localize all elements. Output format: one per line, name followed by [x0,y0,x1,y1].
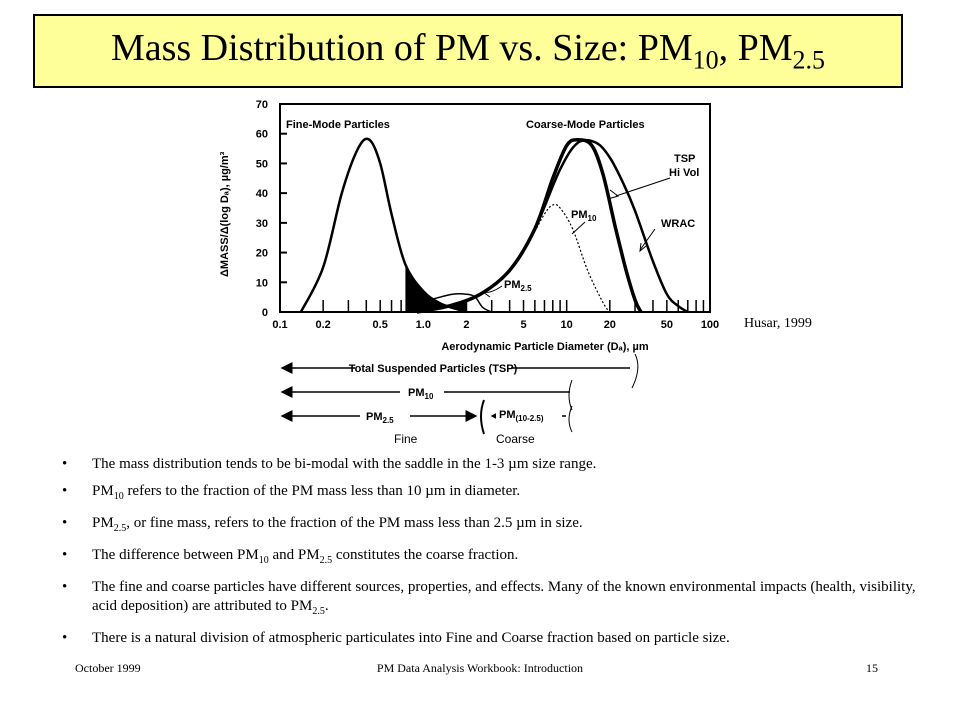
svg-text:ΔMASS/Δ(log Dₐ), µg/m³: ΔMASS/Δ(log Dₐ), µg/m³ [219,151,231,277]
pm25-arrow [483,285,503,293]
wrac-arrowhead [639,242,647,253]
mass-distribution-chart: ΔMASS/Δ(log Dₐ), µg/m³ 0 10 20 30 40 50 60 70 0… [219,99,719,353]
x-tick-labels: 0.1 0.2 0.5 1.0 2 5 10 20 50 100 [272,319,719,331]
y-tick-label: 20 [256,248,268,260]
fine-coarse-overlap-fill [405,264,467,312]
pm25-curve-label: PM2.5 [504,279,532,293]
pm10-range-label-bg [400,384,444,398]
footer-date: October 1999 [75,661,141,675]
bullet-item: The difference between PM10 and PM2.5 co… [60,546,920,570]
plot-frame [279,103,711,313]
pm10-curve-label: PM10 [571,209,597,223]
tsp-arrowhead [607,189,620,200]
series-wrac-line [416,138,689,314]
x-tick-label: 0.1 [272,319,287,331]
size-range-arrows: Total Suspended Particles (TSP) PM10 PM2… [280,353,639,446]
page-number: 15 [866,661,878,675]
x-tick-label: 100 [701,319,719,331]
pm1025-range-end [568,405,573,433]
y-tick-label: 60 [256,129,268,141]
y-axis-label: ΔMASS/Δ(log Dₐ), µg/m³ [219,151,231,277]
pm1025-range-label-bg [496,408,562,422]
series-pm10-line [480,203,611,313]
title-mid: , PM [718,27,793,70]
pm10-arrow [571,221,586,235]
bullet-item: The mass distribution tends to be bi-mod… [60,455,920,474]
y-tick-label: 0 [262,307,268,319]
y-tick-label: 40 [256,188,268,200]
series-pm25-line [409,292,493,313]
hivol-label: Hi Vol [669,167,699,179]
footer-title: PM Data Analysis Workbook: Introduction [376,661,584,675]
tsp-range-label: Total Suspended Particles (TSP) [349,363,518,375]
tsp-range-label-bg [355,360,511,374]
fine-label: Fine [394,432,418,446]
pm25-range-label: PM2.5 [366,411,394,425]
x-tick-label: 2 [463,319,469,331]
wrac-arrow [639,228,656,251]
x-tick-label: 0.5 [373,319,388,331]
y-tick-labels: 0 10 20 30 40 50 60 70 [256,99,268,319]
bullet-item: The fine and coarse particles have diffe… [60,578,920,621]
pm1025-range-label: PM(10-2.5) [499,409,544,423]
x-tick-label: 50 [661,319,673,331]
x-tick-label: 10 [561,319,573,331]
annotation-arrows [482,177,671,298]
bullet-list: The mass distribution tends to be bi-mod… [60,455,920,656]
wrac-label: WRAC [661,218,695,230]
x-tick-label: 1.0 [416,319,431,331]
series-fine-line [299,137,467,314]
title-sub-25: 2.5 [792,45,826,75]
fine-coarse-divider [480,399,485,435]
page-title: Mass Distribution of PM vs. Size: PM10, … [111,26,825,76]
tsp-arrow [615,177,671,197]
axis-ticks [280,103,705,313]
coarse-label: Coarse [496,432,535,446]
y-tick-label: 50 [256,158,268,170]
source-credit: Husar, 1999 [744,316,812,331]
tsp-range-end [631,353,639,389]
pm10-range-label: PM10 [408,387,434,401]
bullet-item: PM2.5, or fine mass, refers to the fract… [60,514,920,538]
x-tick-label: 0.2 [315,319,330,331]
title-banner: Mass Distribution of PM vs. Size: PM10, … [33,14,903,88]
y-tick-label: 70 [256,99,268,111]
title-main: Mass Distribution of PM vs. Size: PM [110,27,693,70]
y-tick-label: 30 [256,218,268,230]
bullet-item: There is a natural division of atmospher… [60,629,920,648]
y-tick-label: 10 [256,277,268,289]
x-tick-label: 5 [520,319,526,331]
pm25-arrowhead [482,287,491,298]
coarse-mode-label: Coarse-Mode Particles [526,119,645,131]
bullet-item: PM10 refers to the fraction of the PM ma… [60,482,920,506]
pm25-range-label-bg [360,408,410,422]
fine-mode-label: Fine-Mode Particles [286,119,390,131]
tsp-label: TSP [674,153,695,165]
series-lines [299,137,689,314]
title-sub-10: 10 [692,45,719,75]
x-tick-label: 20 [604,319,616,331]
x-axis-label: Aerodynamic Particle Diameter (Dₐ), µm [441,341,649,353]
pm10-range-end [568,379,573,411]
series-tsp-line [416,137,643,314]
